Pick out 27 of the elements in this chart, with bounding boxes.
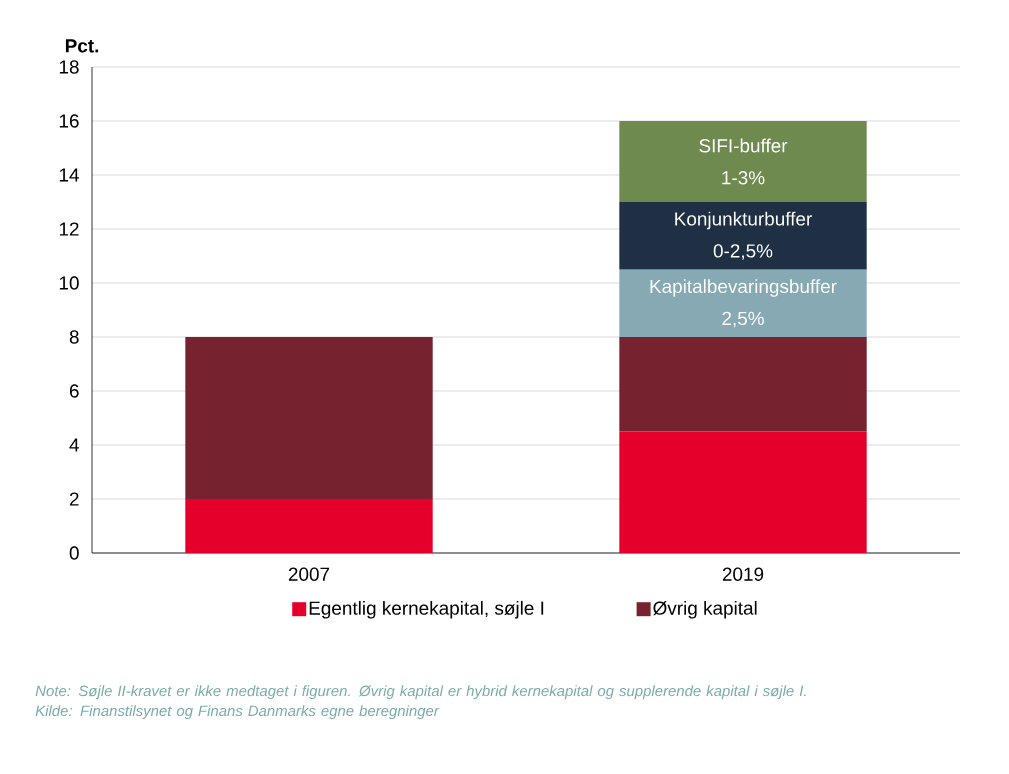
y-tick-label: 10 — [59, 276, 79, 290]
y-tick-label: 12 — [59, 222, 79, 236]
y-tick-label: 4 — [69, 438, 79, 452]
text: Kilde: Finanstilsynet og Finans Danmarks egne beregninger — [35, 705, 440, 720]
series-label: Konjunkturbuffer 0-2,5% — [675, 211, 812, 260]
y-tick-label: 2 — [69, 492, 79, 506]
legend-label: Øvrig kapital — [653, 600, 757, 619]
bar — [619, 431, 867, 554]
y-tick-label: 18 — [59, 60, 79, 74]
y-tick-label: 8 — [69, 330, 79, 344]
y-axis-title: Pct. — [65, 39, 99, 53]
bar — [185, 499, 433, 554]
bar — [619, 202, 867, 270]
bar — [619, 337, 867, 432]
bar — [619, 121, 867, 202]
y-tick-label: 6 — [69, 384, 79, 398]
x-tick-label: 2019 — [722, 567, 764, 581]
y-tick-label: 16 — [59, 114, 79, 128]
bar — [185, 337, 433, 500]
series-label: Kapitalbevaringsbuffer 2,5% — [650, 279, 837, 328]
text: Note: Søjle II-kravet er ikke medtaget i figuren. Øvrig kapital er hybrid kernekapital og supplerende kapital i søjle I. — [35, 685, 806, 700]
bar — [619, 269, 867, 338]
y-tick-label: 14 — [59, 168, 79, 182]
y-tick-label: 0 — [69, 546, 79, 560]
series-label: SIFI-buffer 1-3% — [699, 138, 788, 185]
x-tick-label: 2007 — [288, 567, 330, 581]
legend-label: Egentlig kernekapital, søjle I — [309, 600, 544, 619]
